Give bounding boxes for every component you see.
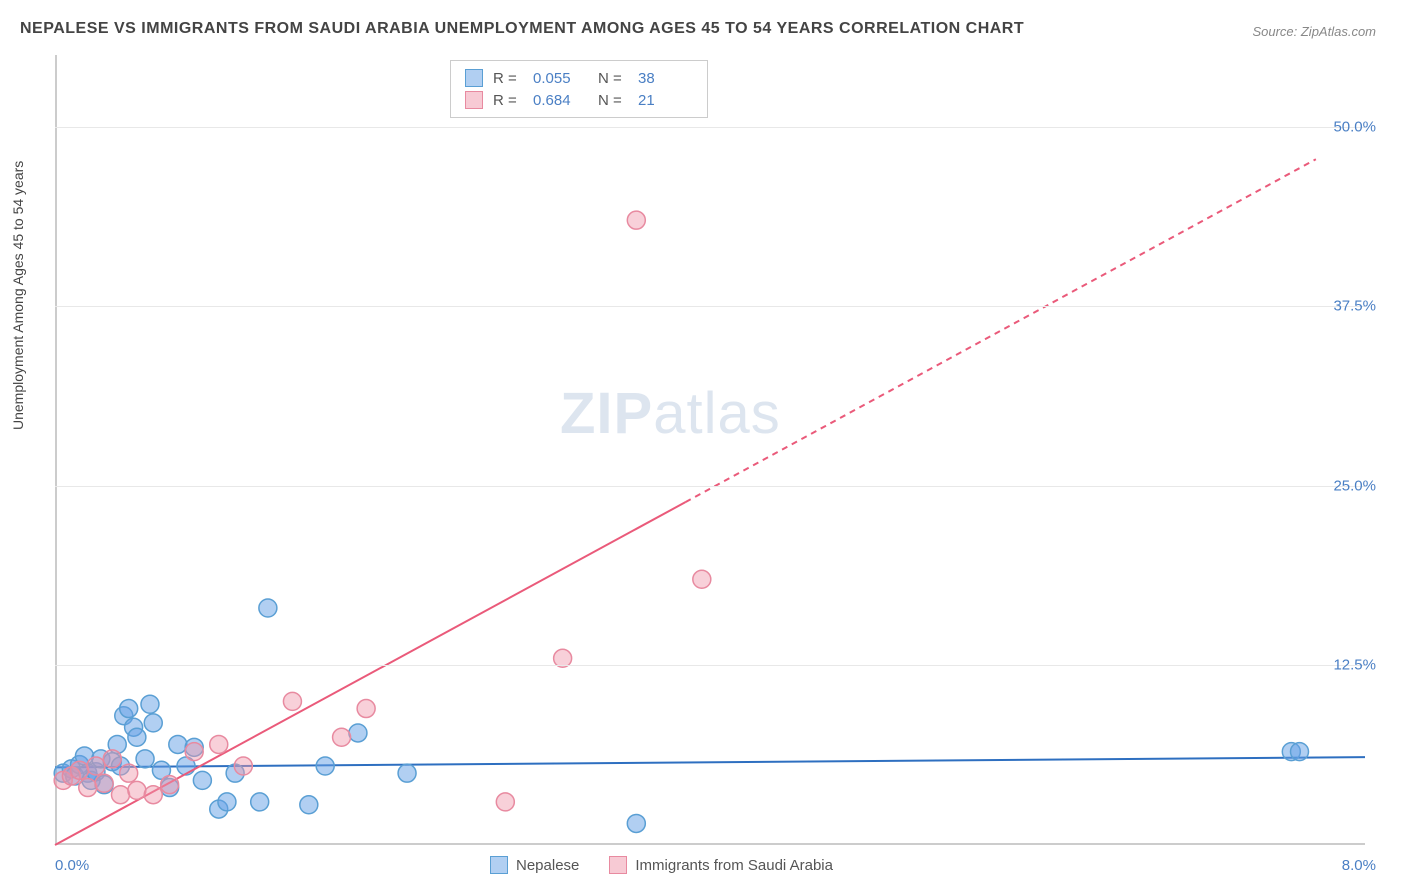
data-point — [398, 764, 416, 782]
data-point — [627, 814, 645, 832]
x-tick-max: 8.0% — [1342, 857, 1376, 874]
legend-row-saudi: R = 0.684 N = 21 — [465, 89, 693, 111]
data-point — [144, 786, 162, 804]
series-legend: Nepalese Immigrants from Saudi Arabia — [490, 856, 833, 874]
y-tick-label: 25.0% — [1333, 477, 1376, 494]
data-point — [112, 786, 130, 804]
gridline — [55, 306, 1365, 307]
data-point — [141, 695, 159, 713]
source-attribution: Source: ZipAtlas.com — [1252, 24, 1376, 39]
legend-row-nepalese: R = 0.055 N = 38 — [465, 67, 693, 89]
data-point — [259, 599, 277, 617]
swatch-blue-icon — [490, 856, 508, 874]
gridline — [55, 665, 1365, 666]
y-tick-label: 37.5% — [1333, 298, 1376, 315]
y-axis-label: Unemployment Among Ages 45 to 54 years — [10, 161, 26, 430]
data-point — [95, 774, 113, 792]
data-point — [210, 735, 228, 753]
legend-label-nepalese: Nepalese — [516, 857, 579, 874]
n-label: N = — [598, 70, 628, 87]
x-tick-min: 0.0% — [55, 857, 89, 874]
data-point — [283, 692, 301, 710]
legend-item-nepalese: Nepalese — [490, 856, 579, 874]
data-point — [136, 750, 154, 768]
data-point — [128, 728, 146, 746]
n-label: N = — [598, 92, 628, 109]
data-point — [120, 764, 138, 782]
data-point — [627, 211, 645, 229]
data-point — [103, 750, 121, 768]
swatch-pink-icon — [465, 91, 483, 109]
data-point — [144, 714, 162, 732]
data-point — [193, 771, 211, 789]
chart-title: NEPALESE VS IMMIGRANTS FROM SAUDI ARABIA… — [20, 20, 1024, 38]
n-value-nepalese: 38 — [638, 70, 693, 87]
data-point — [120, 700, 138, 718]
data-point — [128, 781, 146, 799]
data-point — [357, 700, 375, 718]
r-label: R = — [493, 70, 523, 87]
trendline-dashed — [685, 159, 1315, 502]
correlation-legend: R = 0.055 N = 38 R = 0.684 N = 21 — [450, 60, 708, 118]
legend-label-saudi: Immigrants from Saudi Arabia — [635, 857, 833, 874]
r-value-nepalese: 0.055 — [533, 70, 588, 87]
r-label: R = — [493, 92, 523, 109]
data-point — [79, 779, 97, 797]
data-point — [234, 757, 252, 775]
data-point — [496, 793, 514, 811]
data-point — [333, 728, 351, 746]
y-tick-label: 50.0% — [1333, 118, 1376, 135]
data-point — [87, 757, 105, 775]
legend-item-saudi: Immigrants from Saudi Arabia — [609, 856, 833, 874]
data-point — [185, 743, 203, 761]
swatch-blue-icon — [465, 69, 483, 87]
y-tick-label: 12.5% — [1333, 657, 1376, 674]
data-point — [316, 757, 334, 775]
data-point — [693, 570, 711, 588]
r-value-saudi: 0.684 — [533, 92, 588, 109]
data-point — [251, 793, 269, 811]
n-value-saudi: 21 — [638, 92, 693, 109]
data-point — [218, 793, 236, 811]
data-point — [161, 776, 179, 794]
data-point — [1291, 743, 1309, 761]
data-point — [71, 761, 89, 779]
scatter-svg — [55, 55, 1365, 845]
gridline — [55, 127, 1365, 128]
data-point — [300, 796, 318, 814]
data-point — [169, 735, 187, 753]
data-point — [349, 724, 367, 742]
swatch-pink-icon — [609, 856, 627, 874]
gridline — [55, 486, 1365, 487]
